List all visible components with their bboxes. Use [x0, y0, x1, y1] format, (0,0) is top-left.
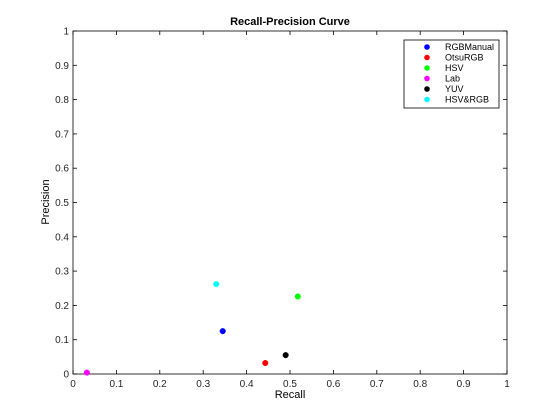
- legend-box: [403, 39, 500, 109]
- y-tick-label: 0.1: [55, 335, 69, 346]
- chart-title: Recall-Precision Curve: [230, 16, 350, 28]
- legend-label: YUV: [445, 84, 464, 94]
- y-tick-label: 0.7: [55, 129, 69, 140]
- legend-label: OtsuRGB: [445, 53, 484, 63]
- x-tick-label: 0.7: [370, 379, 384, 390]
- x-tick-label: 0.6: [326, 379, 340, 390]
- y-tick-label: 0.9: [55, 61, 69, 72]
- legend-label: RGBManual: [445, 42, 494, 52]
- y-tick-label: 1: [63, 27, 69, 38]
- legend-marker: [424, 44, 430, 50]
- x-tick-label: 0.2: [153, 379, 167, 390]
- y-tick-label: 0.3: [55, 267, 69, 278]
- y-tick-label: 0.2: [55, 301, 69, 312]
- legend-label: HSV: [445, 63, 464, 73]
- x-tick-label: 0: [70, 379, 76, 390]
- y-tick-label: 0: [63, 370, 69, 381]
- x-tick-label: 0.3: [196, 379, 210, 390]
- legend-marker: [424, 96, 430, 103]
- data-point-rgbmanual: [219, 328, 226, 335]
- data-point-hsv: [294, 293, 301, 300]
- legend-marker: [424, 86, 430, 92]
- y-tick-label: 0.5: [55, 198, 69, 209]
- data-point-lab: [83, 369, 90, 376]
- x-tick-label: 0.4: [240, 379, 254, 390]
- legend-marker: [424, 75, 430, 82]
- legend-marker: [424, 54, 430, 61]
- ticks-layer: 0 0.1 0.2 0.3 0.4 0.5 0.6 0.7 0.8 0.9 1 0 0.1 0.2 0.3 0…: [55, 27, 510, 391]
- y-tick-label: 0.8: [55, 95, 69, 106]
- data-point-otsurgb: [262, 359, 269, 367]
- legend-label: HSV&RGB: [445, 95, 489, 105]
- legend-marker: [424, 65, 430, 71]
- x-tick-label: 1: [504, 379, 510, 390]
- points-layer: [83, 281, 301, 376]
- legend-label: Lab: [445, 74, 460, 84]
- x-tick-label: 0.9: [457, 379, 471, 390]
- y-axis-title: Precision: [40, 179, 52, 224]
- x-tick-label: 0.8: [413, 379, 427, 390]
- x-tick-label: 0.1: [109, 379, 123, 390]
- y-tick-label: 0.4: [55, 232, 69, 243]
- data-point-yuv: [282, 352, 289, 359]
- x-tick-label: 0.5: [283, 379, 297, 390]
- data-point-hsv-rgb: [213, 281, 220, 288]
- x-axis-title: Recall: [275, 389, 306, 401]
- y-tick-label: 0.6: [55, 164, 69, 175]
